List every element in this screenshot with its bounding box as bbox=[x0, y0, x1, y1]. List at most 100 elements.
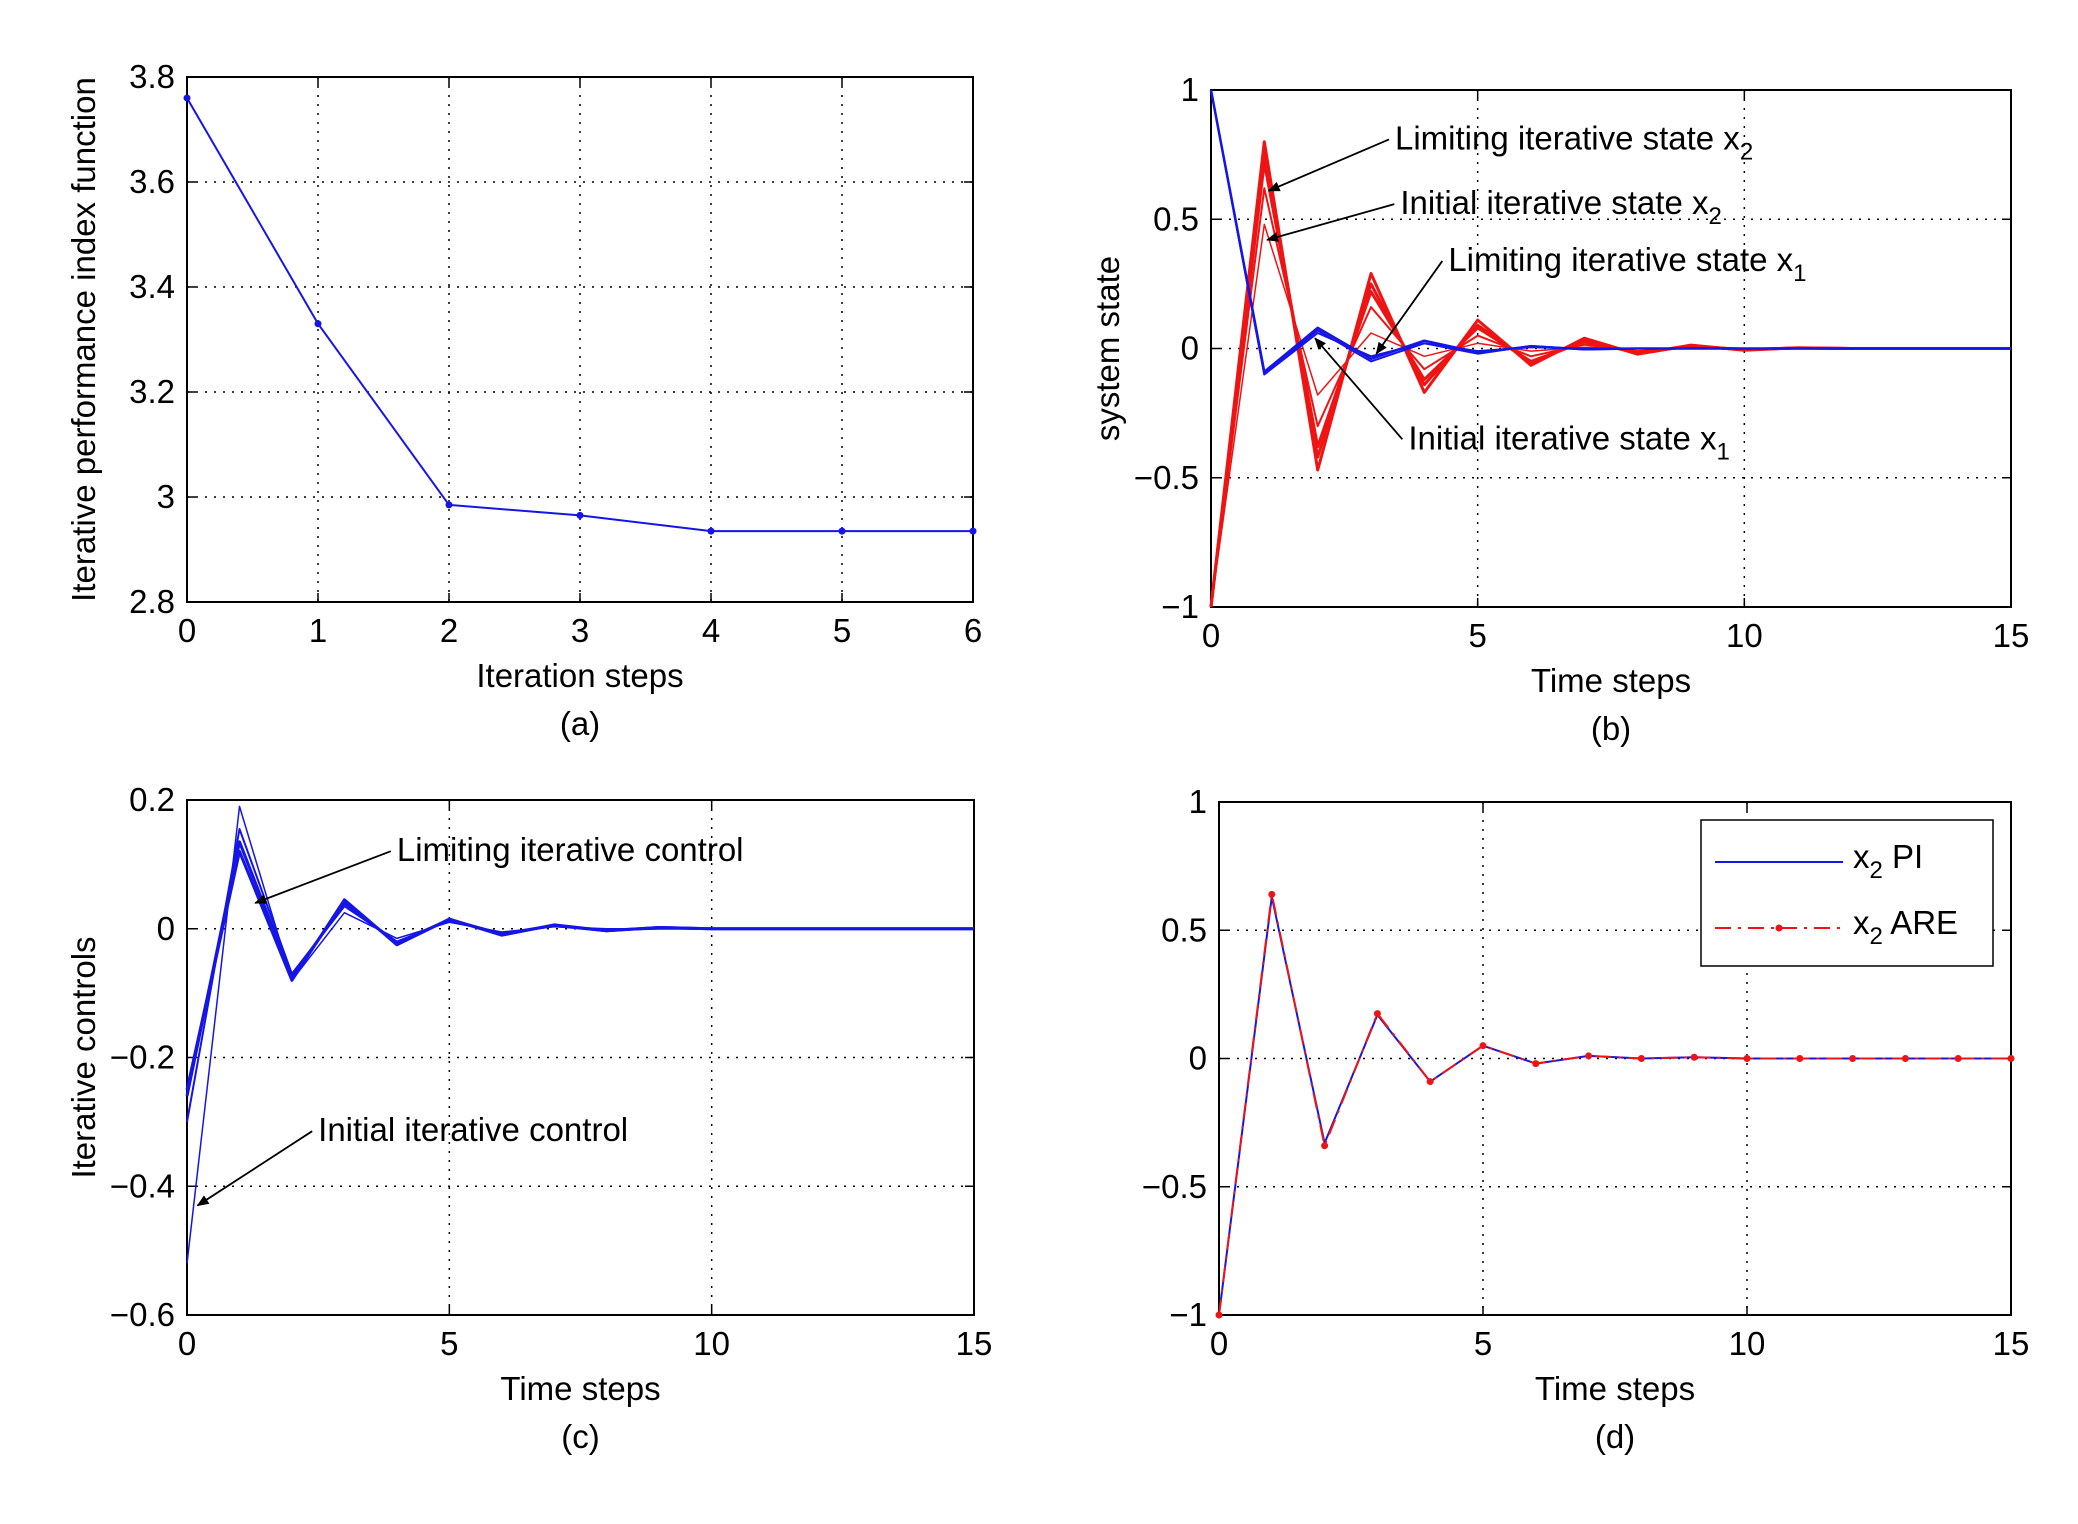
x-tick-label: 5 bbox=[440, 1325, 458, 1362]
x-tick-label: 1 bbox=[309, 612, 327, 649]
data-point bbox=[1479, 1042, 1487, 1050]
series-line-red bbox=[1209, 160, 2011, 608]
data-point bbox=[1690, 1053, 1698, 1061]
data-point bbox=[1849, 1055, 1857, 1062]
annotation-arrow bbox=[1375, 260, 1444, 355]
annotation-arrow bbox=[196, 1130, 313, 1207]
data-point bbox=[1743, 1055, 1751, 1062]
annotation-arrow bbox=[254, 850, 392, 904]
x-tick-label: 15 bbox=[956, 1325, 993, 1362]
panel-caption: (c) bbox=[561, 1418, 599, 1455]
annotation-label: Limiting iterative state x1 bbox=[1448, 241, 1806, 287]
x-tick-label: 0 bbox=[178, 1325, 196, 1362]
data-point bbox=[1637, 1055, 1645, 1062]
legend-label-rest: ARE bbox=[1883, 904, 1958, 941]
data-point bbox=[1215, 1311, 1223, 1319]
x-tick-label: 10 bbox=[1729, 1325, 1766, 1362]
data-point bbox=[576, 511, 584, 519]
y-tick-label: 0 bbox=[1189, 1040, 1207, 1077]
x-tick-label: 3 bbox=[571, 612, 589, 649]
data-point bbox=[1954, 1055, 1962, 1062]
x-tick-label: 0 bbox=[1202, 617, 1220, 654]
annotation-text: Initial iterative control bbox=[318, 1111, 628, 1148]
annotation-arrow bbox=[1266, 203, 1395, 242]
y-tick-label: 1 bbox=[1189, 783, 1207, 820]
y-tick-label: 3.4 bbox=[129, 268, 175, 305]
annotation-arrow bbox=[1267, 138, 1390, 192]
series-line-blue bbox=[1218, 895, 2011, 1316]
y-tick-label: 2.8 bbox=[129, 583, 175, 620]
series-line-blue bbox=[186, 97, 973, 533]
x-tick-label: 5 bbox=[1468, 617, 1486, 654]
y-tick-label: −0.2 bbox=[110, 1039, 175, 1076]
x-axis-label: Time steps bbox=[1535, 1370, 1695, 1407]
data-point bbox=[1321, 1142, 1329, 1150]
y-tick-label: 3 bbox=[157, 478, 175, 515]
y-tick-label: 0.2 bbox=[129, 781, 175, 818]
legend-label-main: x bbox=[1853, 838, 1870, 875]
data-point bbox=[969, 527, 977, 535]
data-point bbox=[1585, 1052, 1593, 1060]
annotation-text: Initial iterative state x bbox=[1408, 419, 1717, 456]
x-tick-label: 10 bbox=[693, 1325, 730, 1362]
data-point bbox=[183, 94, 191, 102]
y-tick-label: 1 bbox=[1181, 71, 1199, 108]
data-point bbox=[445, 501, 453, 509]
y-tick-label: −0.6 bbox=[110, 1296, 175, 1333]
annotation-label: Limiting iterative control bbox=[397, 831, 744, 868]
annotation-text: Limiting iterative state x bbox=[1395, 119, 1740, 156]
annotation-label: Limiting iterative state x2 bbox=[1395, 119, 1753, 165]
annotation-text: Limiting iterative state x bbox=[1448, 241, 1793, 278]
chart-c: 0 5 10 15 −0.6 −0.4 −0.2 0 0.2 Time steps Iterativ… bbox=[65, 781, 992, 1455]
data-point bbox=[1373, 1010, 1381, 1018]
legend-label-main: x bbox=[1853, 904, 1870, 941]
legend-label-sub: 2 bbox=[1870, 923, 1883, 950]
x-tick-label: 6 bbox=[964, 612, 982, 649]
panel-caption: (d) bbox=[1595, 1418, 1635, 1455]
annotation-text: Initial iterative state x bbox=[1400, 184, 1709, 221]
data-point bbox=[314, 320, 322, 328]
legend-label-sub: 2 bbox=[1870, 857, 1883, 884]
x-axis-label: Time steps bbox=[500, 1370, 660, 1407]
y-tick-label: 0 bbox=[1181, 330, 1199, 367]
y-axis-label: system state bbox=[1089, 256, 1126, 441]
y-tick-label: 0.5 bbox=[1161, 911, 1207, 948]
legend-label-rest: PI bbox=[1883, 838, 1923, 875]
series-line-blue bbox=[186, 828, 974, 1123]
data-point bbox=[1796, 1055, 1804, 1062]
data-point bbox=[1426, 1078, 1434, 1086]
data-point bbox=[838, 527, 846, 535]
y-tick-label: −1 bbox=[1161, 588, 1199, 625]
data-point bbox=[2007, 1055, 2015, 1062]
x-tick-label: 0 bbox=[1210, 1325, 1228, 1362]
x-tick-label: 15 bbox=[1993, 1325, 2030, 1362]
grid-lines bbox=[187, 800, 974, 1315]
y-tick-label: −0.5 bbox=[1134, 459, 1199, 496]
y-tick-label: 3.6 bbox=[129, 163, 175, 200]
x-axis-label: Time steps bbox=[1531, 662, 1691, 699]
y-tick-label: −0.5 bbox=[1142, 1168, 1207, 1205]
legend-label: x2 PI bbox=[1853, 838, 1923, 884]
series-line-blue bbox=[186, 805, 974, 1264]
chart-b: 0 5 10 15 −1 −0.5 0 0.5 1 Time steps system state (… bbox=[1089, 71, 2029, 747]
y-tick-label: 3.2 bbox=[129, 373, 175, 410]
panel-caption: (a) bbox=[560, 705, 600, 742]
x-tick-label: 0 bbox=[178, 612, 196, 649]
annotation-label: Initial iterative state x2 bbox=[1400, 184, 1722, 230]
grid-lines bbox=[187, 77, 973, 602]
y-tick-label: 0 bbox=[157, 910, 175, 947]
data-point bbox=[1532, 1060, 1540, 1068]
chart-a: 0 1 2 3 4 5 6 2.8 3 3.2 3.4 3.6 3.8 Iteration steps It… bbox=[65, 58, 982, 742]
series-line-blue bbox=[185, 850, 974, 1091]
data-point bbox=[1901, 1055, 1909, 1062]
data-point bbox=[707, 527, 715, 535]
annotation-subscript: 1 bbox=[1716, 438, 1729, 465]
x-tick-label: 5 bbox=[833, 612, 851, 649]
x-axis-label: Iteration steps bbox=[476, 657, 683, 694]
annotation-text: Limiting iterative control bbox=[397, 831, 744, 868]
y-axis-label: Iterative controls bbox=[65, 936, 102, 1178]
annotation-label: Initial iterative state x1 bbox=[1408, 419, 1730, 465]
